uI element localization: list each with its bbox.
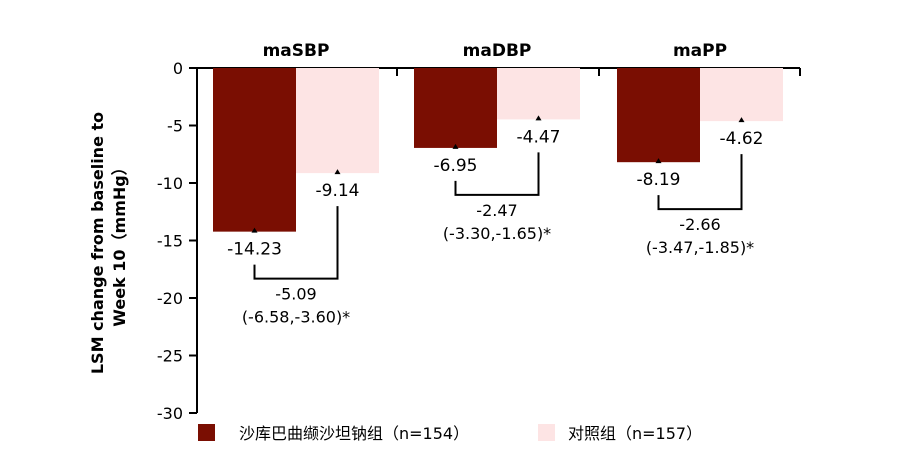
difference-value-maPP: -2.66: [679, 215, 720, 234]
y-axis-label-line2: Week 10（mmHg）: [110, 159, 129, 326]
difference-bracket-maSBP: [253, 206, 339, 280]
axes: 0 -5 -10 -15 -20 -25 -30 maSBP maDBP maPP: [157, 41, 801, 423]
difference-ci-maPP: (-3.47,-1.85)*: [646, 238, 754, 257]
error-marker: [535, 115, 542, 121]
error-marker: [334, 169, 341, 175]
legend: 沙库巴曲缬沙坦钠组（n=154） 对照组（n=157）: [198, 424, 702, 443]
value-label-maPP-control: -4.62: [720, 129, 764, 149]
difference-bracket-maPP: [657, 154, 743, 211]
y-tick-label: -15: [157, 232, 183, 251]
category-label-maSBP: maSBP: [263, 41, 330, 61]
value-label-maPP-treatment: -8.19: [637, 170, 681, 190]
y-tick-label: -30: [157, 404, 183, 423]
legend-swatch-treatment: [198, 424, 215, 441]
y-tick-label: -5: [167, 117, 183, 136]
y-tick-label: 0: [173, 59, 183, 78]
legend-swatch-control: [538, 424, 555, 441]
category-label-maPP: maPP: [673, 41, 727, 61]
y-axis-label-line1: LSM change from baseline to: [88, 112, 107, 374]
difference-value-maSBP: -5.09: [275, 285, 316, 304]
bar-maPP-treatment: [617, 68, 700, 163]
category-label-maDBP: maDBP: [463, 41, 532, 61]
bar-maDBP-treatment: [414, 68, 497, 148]
bar-maPP-control: [700, 68, 783, 122]
bars: [213, 68, 783, 232]
error-marker: [251, 227, 258, 233]
value-label-maDBP-control: -4.47: [517, 127, 561, 147]
error-marker: [655, 158, 662, 164]
value-label-maSBP-control: -9.14: [316, 181, 360, 201]
error-marker: [738, 117, 745, 123]
bar-maDBP-control: [497, 68, 580, 120]
error-marker: [452, 143, 459, 149]
difference-bracket-maDBP: [454, 152, 540, 196]
bar-maSBP-treatment: [213, 68, 296, 232]
difference-ci-maDBP: (-3.30,-1.65)*: [443, 224, 551, 243]
value-labels: -14.23 -9.14 -6.95 -4.47 -8.19 -4.62: [227, 115, 764, 260]
difference-annotations: -5.09 (-6.58,-3.60)* -2.47 (-3.30,-1.65)* -2…: [242, 152, 754, 327]
legend-label-treatment: 沙库巴曲缬沙坦钠组（n=154）: [239, 424, 469, 443]
value-label-maDBP-treatment: -6.95: [434, 156, 478, 176]
y-tick-label: -20: [157, 289, 183, 308]
value-label-maSBP-treatment: -14.23: [227, 240, 282, 260]
y-tick-label: -25: [157, 347, 183, 366]
bar-maSBP-control: [296, 68, 379, 174]
difference-ci-maSBP: (-6.58,-3.60)*: [242, 308, 350, 327]
y-tick-label: -10: [157, 174, 183, 193]
difference-value-maDBP: -2.47: [476, 201, 517, 220]
legend-label-control: 对照组（n=157）: [568, 424, 702, 443]
